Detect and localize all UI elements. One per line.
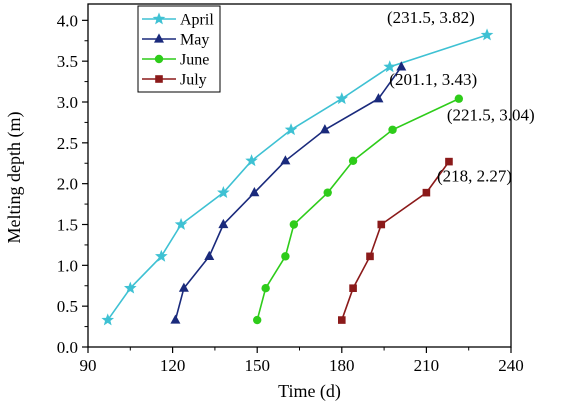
x-tick-label: 180 bbox=[329, 356, 355, 375]
data-point bbox=[101, 313, 115, 326]
data-point bbox=[249, 187, 260, 197]
legend-item: May bbox=[142, 32, 209, 49]
data-point bbox=[338, 316, 346, 324]
data-point bbox=[155, 249, 168, 262]
y-tick-label: 1.0 bbox=[57, 256, 78, 275]
y-tick-label: 3.5 bbox=[57, 52, 78, 71]
x-tick-label: 90 bbox=[80, 356, 97, 375]
y-axis-title: Melting depth (m) bbox=[4, 112, 25, 244]
data-point bbox=[280, 155, 291, 165]
point-annotation: (221.5, 3.04) bbox=[447, 106, 535, 125]
legend: April May June July bbox=[137, 5, 221, 93]
legend-label: June bbox=[180, 52, 209, 69]
data-point bbox=[388, 125, 397, 134]
point-annotation: (201.1, 3.43) bbox=[389, 70, 477, 89]
data-point bbox=[377, 220, 386, 229]
data-point bbox=[284, 123, 298, 136]
legend-marker bbox=[154, 33, 164, 43]
data-point bbox=[123, 281, 137, 294]
data-point bbox=[261, 284, 270, 293]
data-point bbox=[373, 93, 384, 103]
data-point bbox=[178, 282, 189, 292]
data-point bbox=[253, 315, 262, 325]
y-tick-label: 1.5 bbox=[57, 216, 78, 235]
legend-label: July bbox=[180, 72, 207, 89]
legend-label: May bbox=[180, 32, 209, 49]
series-may bbox=[170, 61, 407, 324]
data-point bbox=[366, 252, 374, 261]
legend-label: April bbox=[180, 12, 214, 29]
series-line bbox=[107, 34, 488, 321]
data-point bbox=[170, 314, 181, 324]
legend-item: April bbox=[142, 12, 214, 29]
series-line bbox=[256, 98, 460, 321]
data-point bbox=[204, 250, 215, 260]
x-tick-label: 150 bbox=[244, 356, 270, 375]
data-point bbox=[383, 60, 397, 73]
x-tick-label: 120 bbox=[160, 356, 186, 375]
series-april bbox=[101, 28, 494, 326]
legend-item: July bbox=[142, 72, 207, 89]
data-point bbox=[245, 154, 258, 167]
series-line bbox=[174, 66, 402, 321]
x-axis-title: Time (d) bbox=[278, 381, 341, 402]
y-tick-label: 2.5 bbox=[57, 134, 78, 153]
series-june bbox=[253, 94, 464, 325]
y-tick-label: 0.5 bbox=[57, 297, 78, 316]
data-point bbox=[454, 94, 464, 103]
data-point bbox=[218, 218, 229, 229]
point-annotation: (218, 2.27) bbox=[437, 167, 512, 186]
data-point bbox=[319, 124, 330, 134]
series-line bbox=[341, 161, 450, 321]
data-point bbox=[445, 157, 453, 166]
series-july bbox=[338, 157, 453, 324]
y-tick-label: 3.0 bbox=[57, 93, 78, 112]
data-point bbox=[174, 217, 188, 230]
x-tick-label: 240 bbox=[498, 356, 524, 375]
legend-marker bbox=[155, 75, 163, 83]
legend-marker bbox=[154, 54, 164, 64]
data-point bbox=[323, 188, 332, 197]
data-point bbox=[217, 186, 230, 199]
x-tick-label: 210 bbox=[414, 356, 440, 375]
data-point bbox=[335, 92, 349, 105]
data-point bbox=[422, 188, 431, 197]
legend-item: June bbox=[142, 52, 209, 69]
y-tick-label: 0.0 bbox=[57, 338, 78, 357]
y-tick-label: 2.0 bbox=[57, 175, 78, 194]
data-point bbox=[281, 252, 290, 261]
data-point bbox=[289, 220, 299, 229]
point-annotation: (231.5, 3.82) bbox=[387, 8, 475, 27]
data-point bbox=[396, 61, 407, 71]
data-point bbox=[349, 284, 357, 292]
legend-box bbox=[137, 5, 221, 93]
data-point bbox=[480, 28, 494, 41]
legend-marker bbox=[152, 12, 166, 25]
y-tick-label: 4.0 bbox=[57, 11, 78, 30]
data-point bbox=[348, 156, 358, 165]
